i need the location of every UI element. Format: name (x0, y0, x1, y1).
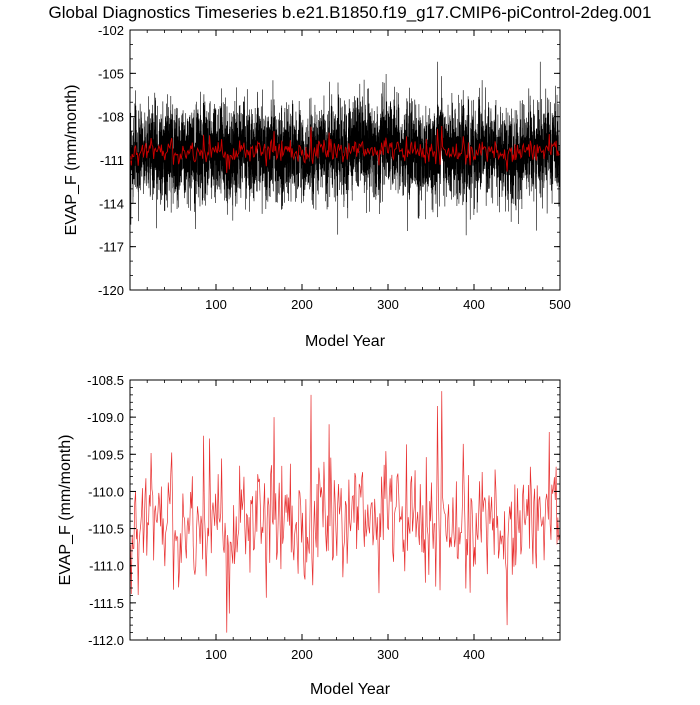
y-tick-label: -110.0 (88, 484, 124, 499)
x-tick-label: 200 (291, 297, 313, 312)
y-tick-label: -117 (99, 240, 124, 255)
top-panel: 100 200 300 400 500 -102 -105 -108 -111 -114 -117 -… (63, 23, 571, 350)
top-xlabel: Model Year (305, 333, 386, 350)
bottom-ticks: 100 200 300 400 -108.5 -109.0 -109.5 -110.0 -110… (87, 373, 560, 662)
y-tick-label: -110.5 (88, 522, 124, 537)
bottom-data-lines (130, 391, 560, 633)
bottom-ylabel: EVAP_F (mm/month) (57, 435, 74, 586)
series-annual-line-bottom (130, 391, 560, 633)
x-tick-label: 400 (463, 297, 485, 312)
y-tick-label: -109.0 (87, 410, 124, 425)
top-data-lines (129, 61, 561, 236)
y-tick-label: -114 (99, 196, 124, 211)
y-tick-label: -109.5 (87, 447, 124, 462)
x-tick-label: 300 (377, 647, 399, 662)
bottom-xlabel: Model Year (310, 681, 391, 698)
y-tick-label: -108.5 (87, 373, 124, 388)
top-ticks: 100 200 300 400 500 -102 -105 -108 -111 -114 -117 -… (98, 23, 571, 312)
x-tick-label: 100 (205, 297, 227, 312)
y-tick-label: -111 (100, 153, 124, 168)
bottom-plot-frame (129, 379, 561, 641)
y-tick-label: -102 (98, 23, 124, 38)
y-tick-label: -111.5 (89, 596, 124, 611)
chart-title: Global Diagnostics Timeseries b.e21.B185… (49, 3, 652, 22)
x-tick-label: 400 (463, 647, 485, 662)
y-tick-label: -111.0 (89, 559, 124, 574)
x-tick-label: 300 (377, 297, 399, 312)
y-tick-label: -105 (98, 66, 124, 81)
x-tick-label: 100 (205, 647, 227, 662)
y-tick-label: -108 (98, 110, 124, 125)
y-tick-label: -120 (98, 283, 124, 298)
x-tick-label: 200 (291, 647, 313, 662)
series-annual-line (129, 126, 560, 174)
bottom-panel: 100 200 300 400 -108.5 -109.0 -109.5 -110.0 -110… (57, 373, 561, 698)
y-tick-label: -112.0 (88, 633, 124, 648)
top-ylabel: EVAP_F (mm/month) (63, 85, 80, 236)
x-tick-label: 500 (549, 297, 571, 312)
